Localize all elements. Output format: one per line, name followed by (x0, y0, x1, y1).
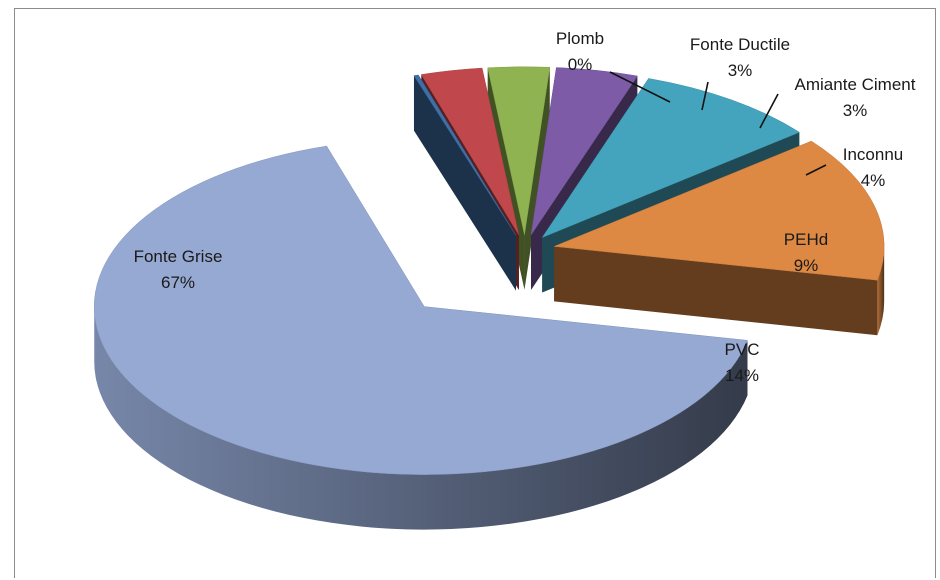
slice-amiante-ciment (487, 66, 551, 235)
slice-label-pehd: PEHd (784, 230, 828, 249)
slice-face-amiante-ciment-1 (524, 67, 550, 290)
slice-pehd (541, 78, 800, 239)
slice-fonte-ductile (420, 67, 520, 236)
slice-wall-pvc (877, 246, 885, 336)
slice-label-plomb: Plomb (556, 29, 604, 48)
slice-value-plomb: 0% (568, 55, 593, 74)
leader-line-fonte-ductile (701, 81, 709, 111)
leader-line-plomb (609, 71, 671, 103)
slice-label-fonte-ductile: Fonte Ductile (690, 35, 790, 54)
leader-line-inconnu (805, 164, 827, 176)
slice-plomb (413, 74, 517, 236)
slice-label-inconnu: Inconnu (843, 145, 904, 164)
slice-value-fonte-ductile: 3% (728, 61, 753, 80)
slice-labels: Fonte Grise 67% PVC 14% PEHd 9% Inconnu 4% Amian… (134, 29, 916, 385)
slice-label-pvc: PVC (725, 340, 760, 359)
slice-face-plomb-1 (418, 74, 516, 291)
slice-wall-fonte-grise (94, 306, 748, 530)
slice-value-inconnu: 4% (861, 171, 886, 190)
slice-fonte-grise (94, 145, 748, 475)
slice-label-fonte-grise: Fonte Grise (134, 247, 223, 266)
leader-lines (609, 71, 827, 176)
slice-face-pvc-1 (554, 246, 878, 336)
leader-line-amiante-ciment (759, 93, 779, 129)
slice-label-amiante-ciment: Amiante Ciment (795, 75, 916, 94)
slice-value-pvc: 14% (725, 366, 759, 385)
slice-value-amiante-ciment: 3% (843, 101, 868, 120)
pie-tops (94, 66, 885, 475)
slice-value-pehd: 9% (794, 256, 819, 275)
slice-inconnu (530, 67, 638, 236)
slice-value-fonte-grise: 67% (161, 273, 195, 292)
slice-pvc (554, 140, 885, 281)
